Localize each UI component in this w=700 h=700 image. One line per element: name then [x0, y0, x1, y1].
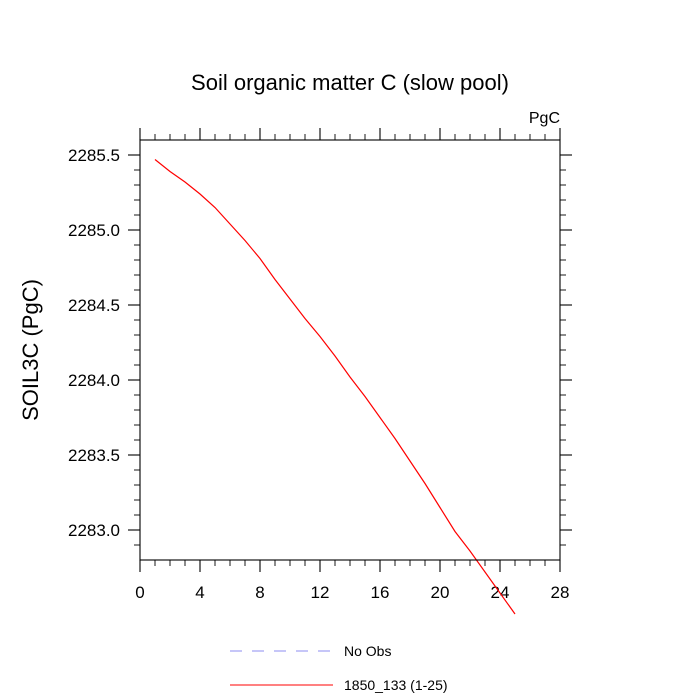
- y-tick-label: 2284.0: [68, 371, 120, 390]
- legend: No Obs 1850_133 (1-25): [230, 643, 448, 693]
- units-label: PgC: [529, 110, 560, 127]
- y-tick-label: 2284.5: [68, 296, 120, 315]
- plot-frame: [139, 139, 561, 561]
- x-tick-label: 12: [311, 583, 330, 602]
- y-tick-label: 2283.5: [68, 446, 120, 465]
- y-ticks-layer: 2283.0 2283.5 2284.0 2284.5 2285.0 2285.5: [68, 146, 572, 546]
- x-tick-label: 8: [255, 583, 264, 602]
- x-ticks-layer: 0 4 8 12 16 20 24 28: [135, 128, 569, 602]
- legend-label-1850-133: 1850_133 (1-25): [344, 677, 448, 693]
- x-tick-label: 16: [371, 583, 390, 602]
- legend-item-1850-133: 1850_133 (1-25): [230, 677, 448, 693]
- series-line-1: [154, 159, 516, 615]
- legend-label-no-obs: No Obs: [344, 643, 391, 659]
- x-tick-label: 28: [551, 583, 570, 602]
- chart-title: Soil organic matter C (slow pool): [191, 70, 509, 95]
- y-tick-label: 2283.0: [68, 521, 120, 540]
- x-tick-label: 0: [135, 583, 144, 602]
- y-tick-label: 2285.0: [68, 221, 120, 240]
- x-tick-label: 20: [431, 583, 450, 602]
- x-tick-label: 4: [195, 583, 204, 602]
- plot-area: 0 4 8 12 16 20 24 28 2283.02283.52284.02284.522…: [68, 128, 572, 615]
- y-axis-label: SOIL3C (PgC): [18, 279, 43, 421]
- y-tick-label: 2285.5: [68, 146, 120, 165]
- legend-item-no-obs: No Obs: [230, 643, 391, 659]
- series-layer: [154, 159, 516, 615]
